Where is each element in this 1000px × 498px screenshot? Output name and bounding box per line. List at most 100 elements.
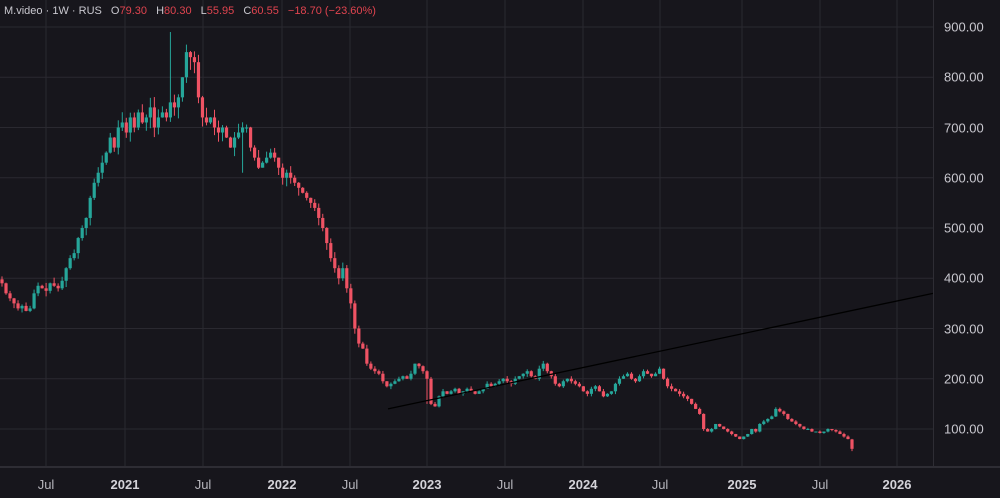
- candle-body[interactable]: [485, 383, 489, 389]
- candle-body[interactable]: [92, 182, 96, 198]
- candle-body[interactable]: [48, 283, 52, 291]
- candle-body[interactable]: [469, 388, 473, 392]
- candle-body[interactable]: [766, 418, 770, 422]
- candle-body[interactable]: [633, 378, 638, 382]
- candle-body[interactable]: [641, 371, 646, 377]
- candle-body[interactable]: [16, 303, 20, 309]
- candle-body[interactable]: [445, 391, 449, 394]
- candle-body[interactable]: [397, 378, 401, 382]
- candle-body[interactable]: [257, 157, 261, 168]
- candle-body[interactable]: [569, 378, 573, 382]
- candle-body[interactable]: [673, 388, 678, 392]
- candle-body[interactable]: [96, 172, 100, 183]
- candle-body[interactable]: [317, 207, 321, 218]
- candle-body[interactable]: [305, 192, 309, 198]
- candle-body[interactable]: [124, 122, 128, 133]
- candle-body[interactable]: [377, 371, 381, 374]
- candle-body[interactable]: [152, 107, 156, 128]
- candle-body[interactable]: [289, 172, 293, 178]
- candle-body[interactable]: [734, 434, 738, 437]
- candle-body[interactable]: [200, 97, 205, 118]
- candle-body[interactable]: [261, 162, 265, 168]
- candle-body[interactable]: [826, 429, 830, 432]
- candle-body[interactable]: [164, 112, 168, 118]
- candle-body[interactable]: [561, 381, 565, 387]
- candle-body[interactable]: [32, 293, 36, 309]
- candle-body[interactable]: [401, 376, 405, 379]
- candle-body[interactable]: [180, 77, 185, 98]
- candle-body[interactable]: [645, 371, 650, 374]
- candle-body[interactable]: [277, 157, 281, 168]
- candle-body[interactable]: [393, 381, 397, 384]
- candle-body[interactable]: [12, 298, 16, 304]
- candle-body[interactable]: [108, 137, 112, 153]
- candle-body[interactable]: [120, 122, 124, 128]
- candle-body[interactable]: [605, 393, 610, 397]
- candle-body[interactable]: [84, 217, 88, 228]
- candle-body[interactable]: [449, 391, 453, 394]
- candle-body[interactable]: [140, 112, 144, 123]
- candle-body[interactable]: [116, 127, 120, 148]
- candle-body[interactable]: [240, 127, 245, 133]
- candle-body[interactable]: [148, 107, 152, 118]
- candle-body[interactable]: [782, 411, 786, 414]
- chart-area[interactable]: M.video · 1W · RUS O79.30 H80.30 L55.95 …: [0, 0, 933, 466]
- candle-body[interactable]: [341, 268, 345, 279]
- candle-body[interactable]: [136, 112, 140, 128]
- candle-body[interactable]: [601, 391, 606, 397]
- candle-body[interactable]: [321, 217, 325, 228]
- candle-body[interactable]: [722, 426, 726, 429]
- candle-body[interactable]: [88, 197, 92, 218]
- candle-body[interactable]: [706, 429, 710, 432]
- candle-body[interactable]: [297, 182, 301, 188]
- candle-body[interactable]: [754, 429, 758, 432]
- candle-body[interactable]: [269, 152, 273, 158]
- candle-body[interactable]: [68, 258, 72, 269]
- candle-body[interactable]: [850, 439, 854, 449]
- candle-body[interactable]: [252, 147, 257, 158]
- candle-body[interactable]: [477, 391, 481, 394]
- candle-body[interactable]: [529, 371, 533, 377]
- candle-body[interactable]: [4, 283, 8, 294]
- price-axis[interactable]: 900.00 800.00 700.00 600.00 500.00 400.00 300.…: [933, 0, 1000, 466]
- candle-body[interactable]: [104, 152, 108, 163]
- candle-body[interactable]: [357, 328, 361, 344]
- candle-body[interactable]: [265, 157, 269, 163]
- candle-body[interactable]: [698, 408, 702, 414]
- candle-body[interactable]: [489, 383, 493, 387]
- candle-body[interactable]: [677, 391, 682, 394]
- interval[interactable]: 1W: [52, 5, 69, 17]
- trendline-drawing[interactable]: [387, 292, 933, 410]
- candle-body[interactable]: [309, 197, 313, 203]
- candle-body[interactable]: [822, 431, 826, 434]
- candle-body[interactable]: [617, 378, 622, 384]
- candle-body[interactable]: [413, 363, 417, 374]
- candle-body[interactable]: [421, 366, 425, 372]
- candle-body[interactable]: [285, 172, 289, 178]
- candle-body[interactable]: [553, 376, 557, 384]
- candle-body[interactable]: [738, 436, 742, 440]
- candle-body[interactable]: [8, 293, 12, 299]
- candle-body[interactable]: [842, 434, 846, 437]
- candle-body[interactable]: [301, 187, 305, 193]
- candle-body[interactable]: [770, 416, 774, 419]
- candle-body[interactable]: [44, 288, 48, 291]
- candle-body[interactable]: [425, 371, 429, 379]
- candle-body[interactable]: [702, 413, 706, 429]
- candle-body[interactable]: [758, 423, 762, 432]
- candle-body[interactable]: [774, 408, 778, 417]
- candle-body[interactable]: [669, 386, 674, 389]
- candle-body[interactable]: [710, 429, 714, 432]
- candle-body[interactable]: [0, 279, 4, 284]
- candle-body[interactable]: [313, 202, 317, 208]
- candle-body[interactable]: [657, 368, 662, 374]
- candle-body[interactable]: [790, 418, 794, 422]
- candle-body[interactable]: [521, 373, 525, 377]
- candle-body[interactable]: [726, 429, 730, 432]
- symbol-name[interactable]: M.video: [4, 5, 43, 17]
- candle-body[interactable]: [381, 373, 385, 382]
- candle-body[interactable]: [718, 423, 722, 427]
- candle-body[interactable]: [168, 102, 172, 118]
- candle-body[interactable]: [682, 393, 686, 397]
- candle-body[interactable]: [525, 371, 529, 374]
